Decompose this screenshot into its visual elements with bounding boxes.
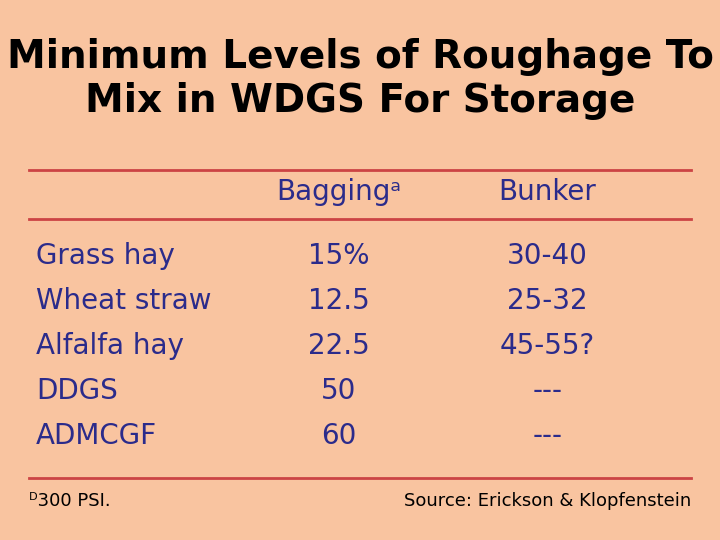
Text: 60: 60 — [320, 422, 356, 450]
Text: ᴰ300 PSI.: ᴰ300 PSI. — [29, 492, 110, 510]
Text: ADMCGF: ADMCGF — [36, 422, 157, 450]
Text: 25-32: 25-32 — [507, 287, 588, 315]
Text: ---: --- — [532, 422, 562, 450]
Text: 12.5: 12.5 — [307, 287, 369, 315]
Text: Grass hay: Grass hay — [36, 242, 175, 271]
Text: 50: 50 — [320, 377, 356, 405]
Text: Minimum Levels of Roughage To
Mix in WDGS For Storage: Minimum Levels of Roughage To Mix in WDG… — [6, 38, 714, 120]
Text: 22.5: 22.5 — [307, 332, 369, 360]
Text: DDGS: DDGS — [36, 377, 118, 405]
Text: ---: --- — [532, 377, 562, 405]
Text: Wheat straw: Wheat straw — [36, 287, 212, 315]
Text: Baggingᵃ: Baggingᵃ — [276, 178, 401, 206]
Text: Bunker: Bunker — [498, 178, 596, 206]
Text: 45-55?: 45-55? — [500, 332, 595, 360]
Text: 15%: 15% — [307, 242, 369, 271]
Text: Alfalfa hay: Alfalfa hay — [36, 332, 184, 360]
Text: 30-40: 30-40 — [507, 242, 588, 271]
Text: Source: Erickson & Klopfenstein: Source: Erickson & Klopfenstein — [404, 492, 691, 510]
